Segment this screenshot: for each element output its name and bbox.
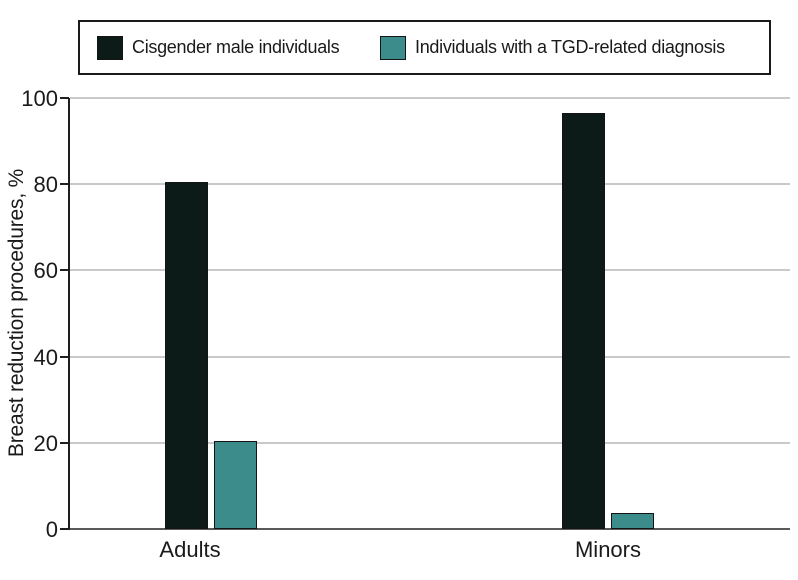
y-axis-title: Breast reduction procedures, %	[5, 168, 28, 458]
category-label-adults: Adults	[159, 537, 221, 562]
gridline-40	[70, 355, 790, 358]
legend: Cisgender male individuals Individuals w…	[78, 20, 771, 75]
y-tick-label-40: 40	[33, 344, 58, 370]
y-axis-line	[68, 98, 70, 530]
gridline-80	[70, 183, 790, 186]
bar-adults-tgd	[214, 441, 257, 529]
y-tick-mark-20	[60, 441, 69, 444]
bar-adults-cisgender-male	[165, 182, 208, 529]
gridline-20	[70, 441, 790, 444]
category-label-minors: Minors	[574, 537, 641, 562]
legend-label-cisgender-male: Cisgender male individuals	[132, 37, 340, 57]
y-tick-label-0: 0	[45, 517, 58, 542]
gridline-60	[70, 269, 790, 272]
y-tick-label-80: 80	[33, 172, 58, 198]
y-tick-mark-60	[60, 269, 69, 272]
legend-swatch-tgd	[380, 35, 406, 60]
y-tick-mark-0	[60, 528, 69, 530]
legend-entry-tgd: Individuals with a TGD-related diagnosis	[380, 22, 725, 73]
legend-label-tgd: Individuals with a TGD-related diagnosis	[415, 37, 725, 57]
gridline-100	[70, 97, 790, 99]
legend-swatch-cisgender-male	[97, 35, 123, 60]
y-tick-mark-40	[60, 355, 69, 358]
bar-minors-cisgender-male	[562, 113, 605, 529]
y-tick-mark-100	[60, 97, 69, 99]
legend-entry-cisgender-male: Cisgender male individuals	[97, 22, 340, 73]
y-tick-label-100: 100	[21, 86, 58, 111]
y-tick-label-20: 20	[33, 430, 58, 456]
y-tick-mark-80	[60, 183, 69, 186]
y-tick-label-60: 60	[33, 258, 58, 284]
bar-minors-tgd	[611, 513, 654, 529]
x-axis-baseline	[68, 528, 790, 530]
